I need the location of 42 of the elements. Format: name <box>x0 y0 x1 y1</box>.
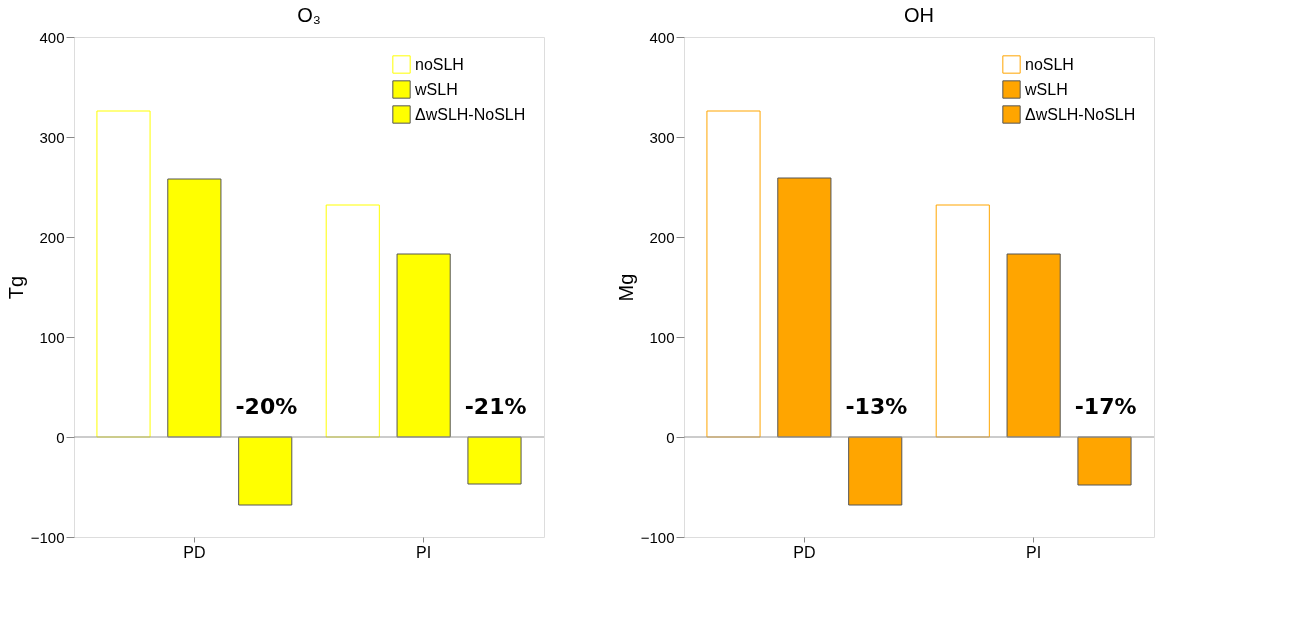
bar <box>1006 253 1061 438</box>
bar <box>1077 436 1132 486</box>
bar <box>396 253 451 438</box>
legend-label: wSLH <box>414 80 458 98</box>
y-tick-label: 200 <box>39 228 65 246</box>
bar <box>706 110 761 438</box>
x-tick-label: PI <box>1026 543 1042 561</box>
legend-label: ΔwSLH-NoSLH <box>415 105 526 123</box>
chart-title: O₃ <box>297 4 321 26</box>
y-tick-label: 300 <box>649 128 675 146</box>
y-tick-label: 0 <box>56 428 65 446</box>
x-tick-label: PI <box>416 543 432 561</box>
chart-title: OH <box>904 4 934 26</box>
y-axis-title: Tg <box>4 275 27 300</box>
legend-label: ΔwSLH-NoSLH <box>1025 105 1136 123</box>
legend-label: noSLH <box>1025 55 1074 73</box>
annotation: -21% <box>464 394 527 419</box>
bar <box>935 204 990 438</box>
y-tick-label: 300 <box>39 128 65 146</box>
y-tick-label: 100 <box>649 328 675 346</box>
bar <box>467 436 522 485</box>
annotation: -20% <box>235 394 298 419</box>
bar <box>96 110 151 438</box>
legend-label: wSLH <box>1024 80 1068 98</box>
bar <box>167 178 222 438</box>
x-tick-label: PD <box>793 543 816 561</box>
y-tick-label: −100 <box>640 528 675 546</box>
legend-label: noSLH <box>415 55 464 73</box>
annotation: -13% <box>845 394 908 419</box>
x-tick-label: PD <box>183 543 206 561</box>
bar <box>238 436 293 506</box>
bar <box>777 177 832 438</box>
y-tick-label: 400 <box>39 28 65 46</box>
bar <box>848 436 903 506</box>
bar <box>325 204 380 438</box>
y-tick-label: 200 <box>649 228 675 246</box>
y-tick-label: 400 <box>649 28 675 46</box>
y-tick-label: 100 <box>39 328 65 346</box>
y-tick-label: −100 <box>30 528 65 546</box>
y-axis-title: Mg <box>614 273 637 302</box>
y-tick-label: 0 <box>666 428 675 446</box>
annotation: -17% <box>1074 394 1137 419</box>
